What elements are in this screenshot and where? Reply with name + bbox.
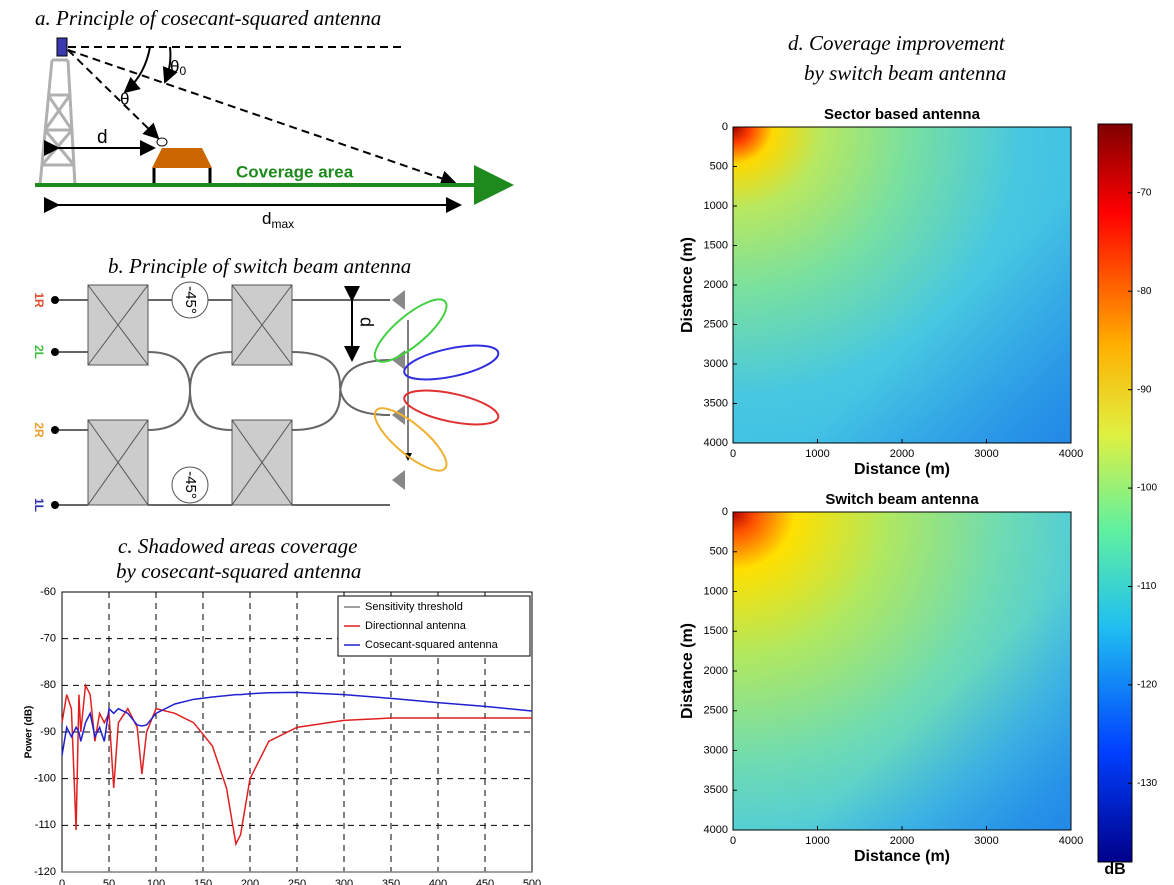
y-tick-label: 4000	[704, 437, 728, 449]
colorbar-tick-label: -120	[1137, 680, 1157, 691]
colorbar	[1098, 124, 1132, 862]
y-tick-label: 2500	[704, 318, 728, 330]
symbol: d	[262, 209, 271, 228]
y-tick-label: 1500	[704, 239, 728, 251]
legend-label: Sensitivity threshold	[365, 601, 463, 613]
x-tick-label: 1000	[805, 835, 829, 847]
figure: a. Principle of cosecant-squared antenna…	[0, 0, 1174, 885]
x-tick-label: 400	[429, 878, 447, 885]
eye	[157, 138, 167, 146]
x-tick-label: 350	[382, 878, 400, 885]
y-tick-label: -100	[34, 773, 56, 785]
port-label: 2L	[32, 345, 46, 359]
y-tick-label: -70	[40, 633, 56, 645]
legend-label: Directionnal antenna	[365, 620, 467, 632]
panel-title: d. Coverage improvement	[788, 31, 1006, 55]
x-tick-label: 3000	[974, 448, 998, 460]
colorbar-tick-label: -80	[1137, 286, 1152, 297]
port-label: 1L	[32, 498, 46, 512]
label: θ	[120, 89, 129, 108]
subscript: max	[271, 217, 294, 231]
x-tick-label: 2000	[890, 835, 914, 847]
x-tick-label: 2000	[890, 448, 914, 460]
label: d	[97, 127, 108, 148]
heatmap-title: Switch beam antenna	[825, 491, 979, 508]
y-tick-label: 3500	[704, 784, 728, 796]
label: dmax	[262, 209, 294, 231]
y-tick-label: 3000	[704, 744, 728, 756]
x-tick-label: 450	[476, 878, 494, 885]
y-tick-label: 500	[710, 160, 728, 172]
legend-label: Cosecant-squared antenna	[365, 639, 499, 651]
port-label: 1R	[32, 292, 46, 308]
port-label: 2R	[32, 422, 46, 438]
x-tick-label: 150	[194, 878, 212, 885]
heatmap-shadow	[733, 127, 1071, 443]
panel-title: b. Principle of switch beam antenna	[108, 254, 411, 278]
x-tick-label: 4000	[1059, 835, 1083, 847]
x-tick-label: 100	[147, 878, 165, 885]
x-tick-label: 4000	[1059, 448, 1083, 460]
y-tick-label: 2000	[704, 279, 728, 291]
heatmap-title: Sector based antenna	[824, 106, 981, 123]
colorbar-tick-label: -70	[1137, 188, 1152, 199]
colorbar-tick-label: -110	[1137, 581, 1157, 592]
spacing-label: d	[356, 317, 376, 327]
x-axis-label: Distance (m)	[854, 848, 950, 865]
house-posts	[154, 168, 210, 185]
y-tick-label: 3000	[704, 358, 728, 370]
tower	[40, 60, 75, 185]
panel-title: c. Shadowed areas coverage	[118, 534, 358, 558]
subscript: 0	[179, 64, 186, 78]
y-tick-label: 1000	[704, 585, 728, 597]
y-tick-label: -90	[40, 726, 56, 738]
label: Coverage area	[236, 162, 354, 181]
x-axis-label: Distance (m)	[854, 461, 950, 478]
x-tick-label: 500	[523, 878, 541, 885]
y-tick-label: -80	[40, 679, 56, 691]
colorbar-tick-label: -100	[1137, 483, 1157, 494]
y-tick-label: 2000	[704, 665, 728, 677]
x-tick-label: 1000	[805, 448, 829, 460]
y-tick-label: 1000	[704, 200, 728, 212]
x-tick-label: 50	[103, 878, 115, 885]
phase-label: -45°	[182, 471, 199, 499]
symbol: θ	[170, 57, 179, 76]
y-axis-label: Power (dB)	[24, 706, 35, 759]
y-tick-label: 0	[722, 121, 728, 133]
x-tick-label: 300	[335, 878, 353, 885]
y-tick-label: 2500	[704, 705, 728, 717]
y-tick-label: -120	[34, 866, 56, 878]
colorbar-label: dB	[1104, 861, 1125, 878]
y-tick-label: 500	[710, 546, 728, 558]
port-dots	[51, 296, 59, 509]
antenna	[57, 38, 67, 56]
y-tick-label: -60	[40, 586, 56, 598]
x-tick-label: 0	[730, 835, 736, 847]
x-tick-label: 0	[730, 448, 736, 460]
phase-label: -45°	[182, 286, 199, 314]
label: θ0	[170, 57, 186, 78]
y-tick-label: 1500	[704, 625, 728, 637]
y-tick-label: 4000	[704, 824, 728, 836]
y-axis-label: Distance (m)	[679, 623, 696, 719]
heatmap-shadow	[733, 512, 1071, 830]
x-tick-label: 3000	[974, 835, 998, 847]
y-tick-label: 0	[722, 506, 728, 518]
colorbar-tick-label: -90	[1137, 384, 1152, 395]
y-tick-label: 3500	[704, 397, 728, 409]
x-tick-label: 250	[288, 878, 306, 885]
x-tick-label: 200	[241, 878, 259, 885]
beam-lobes	[367, 290, 502, 480]
colorbar-tick-label: -130	[1137, 778, 1157, 789]
panel-title: a. Principle of cosecant-squared antenna	[35, 6, 381, 30]
panel-title: by cosecant-squared antenna	[116, 559, 361, 583]
y-axis-label: Distance (m)	[679, 237, 696, 333]
house	[152, 148, 212, 168]
angle-arc	[125, 47, 150, 92]
y-tick-label: -110	[35, 819, 56, 831]
panel-title: by switch beam antenna	[804, 61, 1006, 85]
x-tick-label: 0	[59, 878, 65, 885]
